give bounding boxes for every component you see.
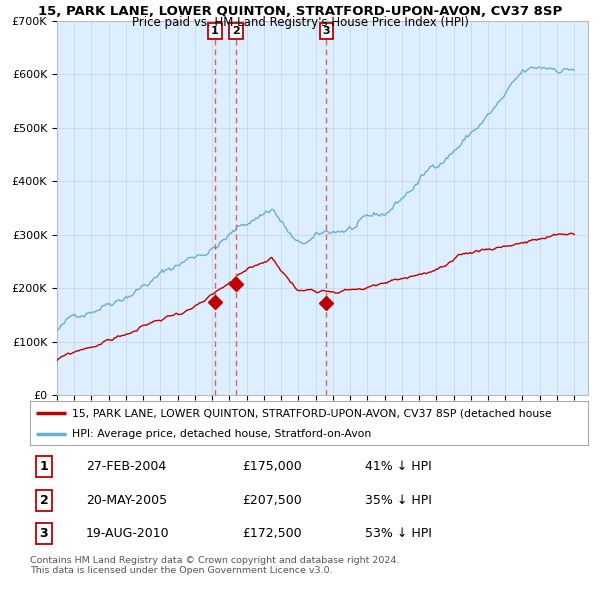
Text: 53% ↓ HPI: 53% ↓ HPI — [365, 526, 431, 540]
Text: 3: 3 — [323, 27, 330, 37]
Text: 15, PARK LANE, LOWER QUINTON, STRATFORD-UPON-AVON, CV37 8SP (detached house: 15, PARK LANE, LOWER QUINTON, STRATFORD-… — [72, 408, 551, 418]
Text: 2: 2 — [232, 27, 240, 37]
Text: 15, PARK LANE, LOWER QUINTON, STRATFORD-UPON-AVON, CV37 8SP: 15, PARK LANE, LOWER QUINTON, STRATFORD-… — [38, 5, 562, 18]
Text: £172,500: £172,500 — [242, 526, 302, 540]
Text: 27-FEB-2004: 27-FEB-2004 — [86, 460, 166, 474]
Text: 2: 2 — [40, 493, 49, 507]
Text: £175,000: £175,000 — [242, 460, 302, 474]
Text: 3: 3 — [40, 526, 48, 540]
Text: £207,500: £207,500 — [242, 493, 302, 507]
Text: Price paid vs. HM Land Registry's House Price Index (HPI): Price paid vs. HM Land Registry's House … — [131, 16, 469, 29]
Text: Contains HM Land Registry data © Crown copyright and database right 2024.
This d: Contains HM Land Registry data © Crown c… — [30, 556, 400, 575]
Text: 1: 1 — [40, 460, 49, 474]
Text: HPI: Average price, detached house, Stratford-on-Avon: HPI: Average price, detached house, Stra… — [72, 430, 371, 440]
Text: 41% ↓ HPI: 41% ↓ HPI — [365, 460, 431, 474]
Text: 19-AUG-2010: 19-AUG-2010 — [86, 526, 169, 540]
Text: 1: 1 — [211, 27, 218, 37]
Text: 20-MAY-2005: 20-MAY-2005 — [86, 493, 167, 507]
Text: 35% ↓ HPI: 35% ↓ HPI — [365, 493, 431, 507]
